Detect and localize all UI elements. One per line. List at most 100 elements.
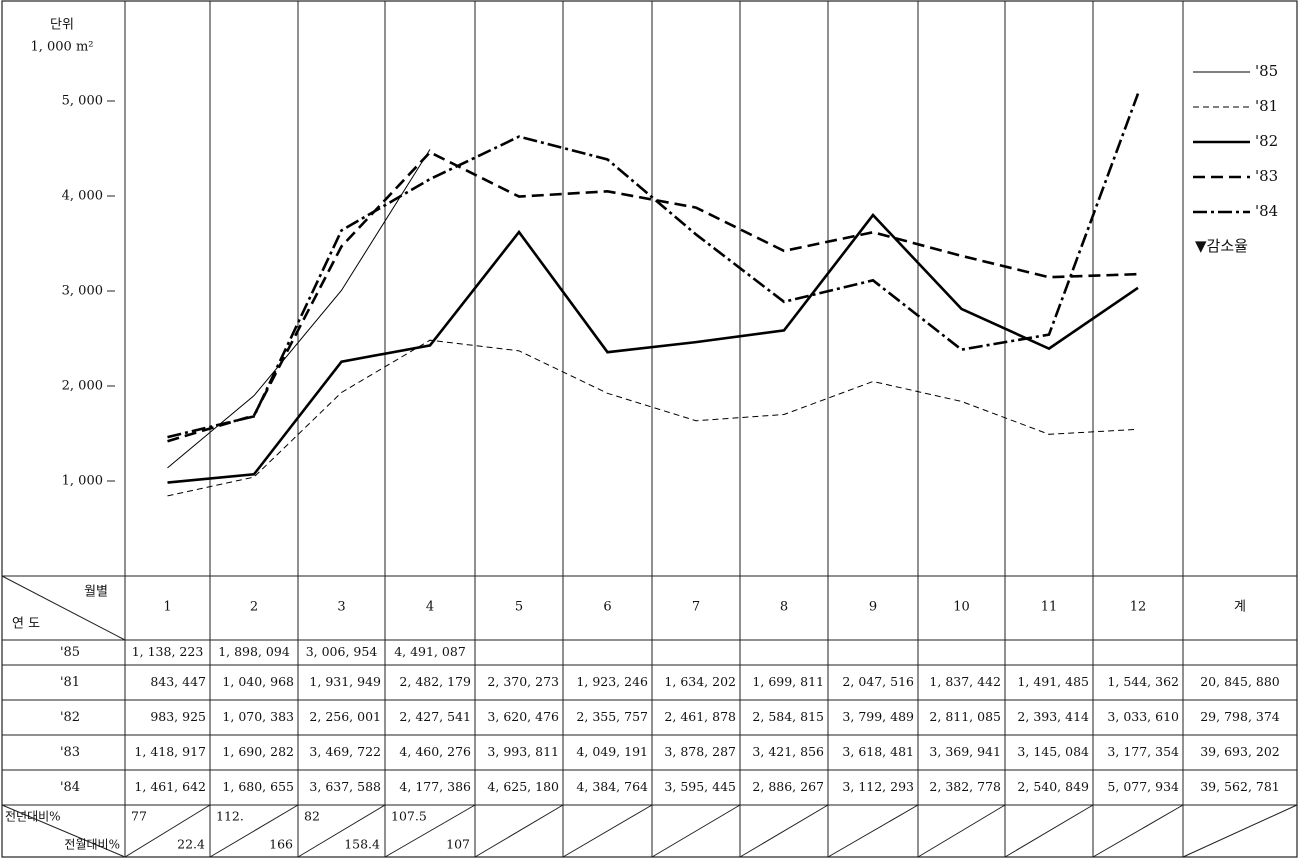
total-cell: 20, 845, 880 [1200, 674, 1280, 689]
cell-diagonal [474, 804, 564, 858]
table-cell: 843, 447 [150, 674, 206, 689]
cell-diagonal [209, 804, 299, 858]
table-cell: 3, 033, 610 [1107, 709, 1179, 724]
comparison-cell: 77 [131, 809, 147, 824]
y-tick-label: 3, 000 [62, 284, 103, 299]
x-tick-label: 11 [1041, 600, 1058, 615]
table-cell: 1, 898, 094 [218, 644, 290, 659]
table-cell: 4, 625, 180 [487, 779, 559, 794]
table-cell: 2, 886, 267 [752, 779, 824, 794]
table-cell: 4, 384, 764 [576, 779, 648, 794]
table-cell: 1, 418, 917 [134, 744, 206, 759]
legend-label: '83 [1255, 167, 1278, 185]
table-cell: 4, 049, 191 [576, 744, 648, 759]
y-tick-label: 4, 000 [62, 189, 103, 204]
x-tick-label: 7 [692, 600, 700, 615]
row-label: '81 [60, 675, 80, 690]
table-cell: 2, 540, 849 [1017, 779, 1089, 794]
table-cell: 3, 006, 954 [306, 644, 378, 659]
cell-diagonal [1092, 804, 1184, 858]
table-cell: 1, 837, 442 [929, 674, 1001, 689]
corner-top: 월별 [84, 585, 108, 600]
table-cell: 3, 177, 354 [1107, 744, 1179, 759]
cell-diagonal [827, 804, 919, 858]
table-cell: 3, 618, 481 [842, 744, 914, 759]
series-line [167, 150, 1139, 443]
series-line [167, 149, 431, 469]
table-cell: 1, 544, 362 [1107, 674, 1179, 689]
table-cell: 4, 177, 386 [399, 779, 471, 794]
comparison-cell: 82 [304, 809, 320, 824]
row-label: '85 [60, 645, 80, 660]
table-cell: 1, 699, 811 [752, 674, 824, 689]
cell-diagonal [917, 804, 1006, 858]
comparison-label: 전월대비% [64, 838, 120, 852]
x-tick-label: 6 [603, 600, 611, 615]
comparison-cell: 158.4 [344, 837, 380, 852]
legend-label: '81 [1255, 97, 1278, 115]
cell-diagonal [124, 804, 211, 858]
x-tick-label: 5 [515, 600, 523, 615]
table-cell: 1, 923, 246 [576, 674, 648, 689]
comparison-cell: 112. [216, 809, 244, 824]
unit-label: 1, 000 m² [30, 40, 93, 55]
x-tick-label: 12 [1130, 600, 1147, 615]
table-cell: 1, 040, 968 [222, 674, 294, 689]
x-tick-label: 4 [426, 600, 434, 615]
x-tick-label: 2 [250, 600, 258, 615]
cell-diagonal [1, 804, 126, 858]
cell-diagonal [384, 804, 476, 858]
table-cell: 1, 461, 642 [134, 779, 206, 794]
table-cell: 1, 931, 949 [309, 674, 381, 689]
table-cell: 2, 584, 815 [752, 709, 824, 724]
table-cell: 2, 382, 778 [929, 779, 1001, 794]
x-tick-label: 3 [337, 600, 345, 615]
y-tick-label: 5, 000 [62, 94, 103, 109]
table-cell: 3, 112, 293 [842, 779, 914, 794]
cell-diagonal [651, 804, 741, 858]
total-cell: 39, 693, 202 [1200, 744, 1280, 759]
table-cell: 3, 469, 722 [309, 744, 381, 759]
corner-bottom: 연 도 [12, 617, 40, 632]
total-cell: 29, 798, 374 [1200, 709, 1280, 724]
cell-diagonal [297, 804, 386, 858]
table-cell: 1, 690, 282 [222, 744, 294, 759]
table-cell: 3, 369, 941 [929, 744, 1001, 759]
y-tick-label: 2, 000 [62, 379, 103, 394]
table-cell: 2, 811, 085 [929, 709, 1001, 724]
row-label: '83 [60, 745, 80, 760]
total-cell: 39, 562, 781 [1200, 779, 1280, 794]
table-cell: 2, 482, 179 [399, 674, 471, 689]
table-cell: 2, 461, 878 [664, 709, 736, 724]
table-cell: 2, 370, 273 [487, 674, 559, 689]
cell-diagonal [1182, 804, 1298, 858]
table-cell: 1, 680, 655 [222, 779, 294, 794]
x-tick-label: 9 [869, 600, 877, 615]
table-cell: 2, 393, 414 [1017, 709, 1089, 724]
table-cell: 2, 427, 541 [399, 709, 471, 724]
table-cell: 3, 878, 287 [664, 744, 736, 759]
series-line [167, 213, 1139, 484]
table-cell: 4, 460, 276 [399, 744, 471, 759]
corner-diagonal [1, 575, 126, 641]
table-cell: 2, 047, 516 [842, 674, 914, 689]
table-cell: 1, 491, 485 [1017, 674, 1089, 689]
series-line [167, 93, 1140, 439]
row-label: '82 [60, 710, 80, 725]
cell-diagonal [1004, 804, 1094, 858]
table-cell: 3, 637, 588 [309, 779, 381, 794]
table-cell: 3, 595, 445 [664, 779, 736, 794]
table-cell: 5, 077, 934 [1107, 779, 1179, 794]
comparison-cell: 107 [446, 837, 470, 852]
legend-label: '84 [1255, 202, 1278, 220]
row-label: '84 [60, 780, 80, 795]
table-cell: 3, 799, 489 [842, 709, 914, 724]
comparison-cell: 166 [269, 837, 293, 852]
table-cell: 3, 145, 084 [1017, 744, 1089, 759]
series-line [167, 339, 1139, 497]
comparison-cell: 107.5 [391, 809, 427, 824]
table-cell: 3, 620, 476 [487, 709, 559, 724]
table-cell: 4, 491, 087 [394, 644, 466, 659]
